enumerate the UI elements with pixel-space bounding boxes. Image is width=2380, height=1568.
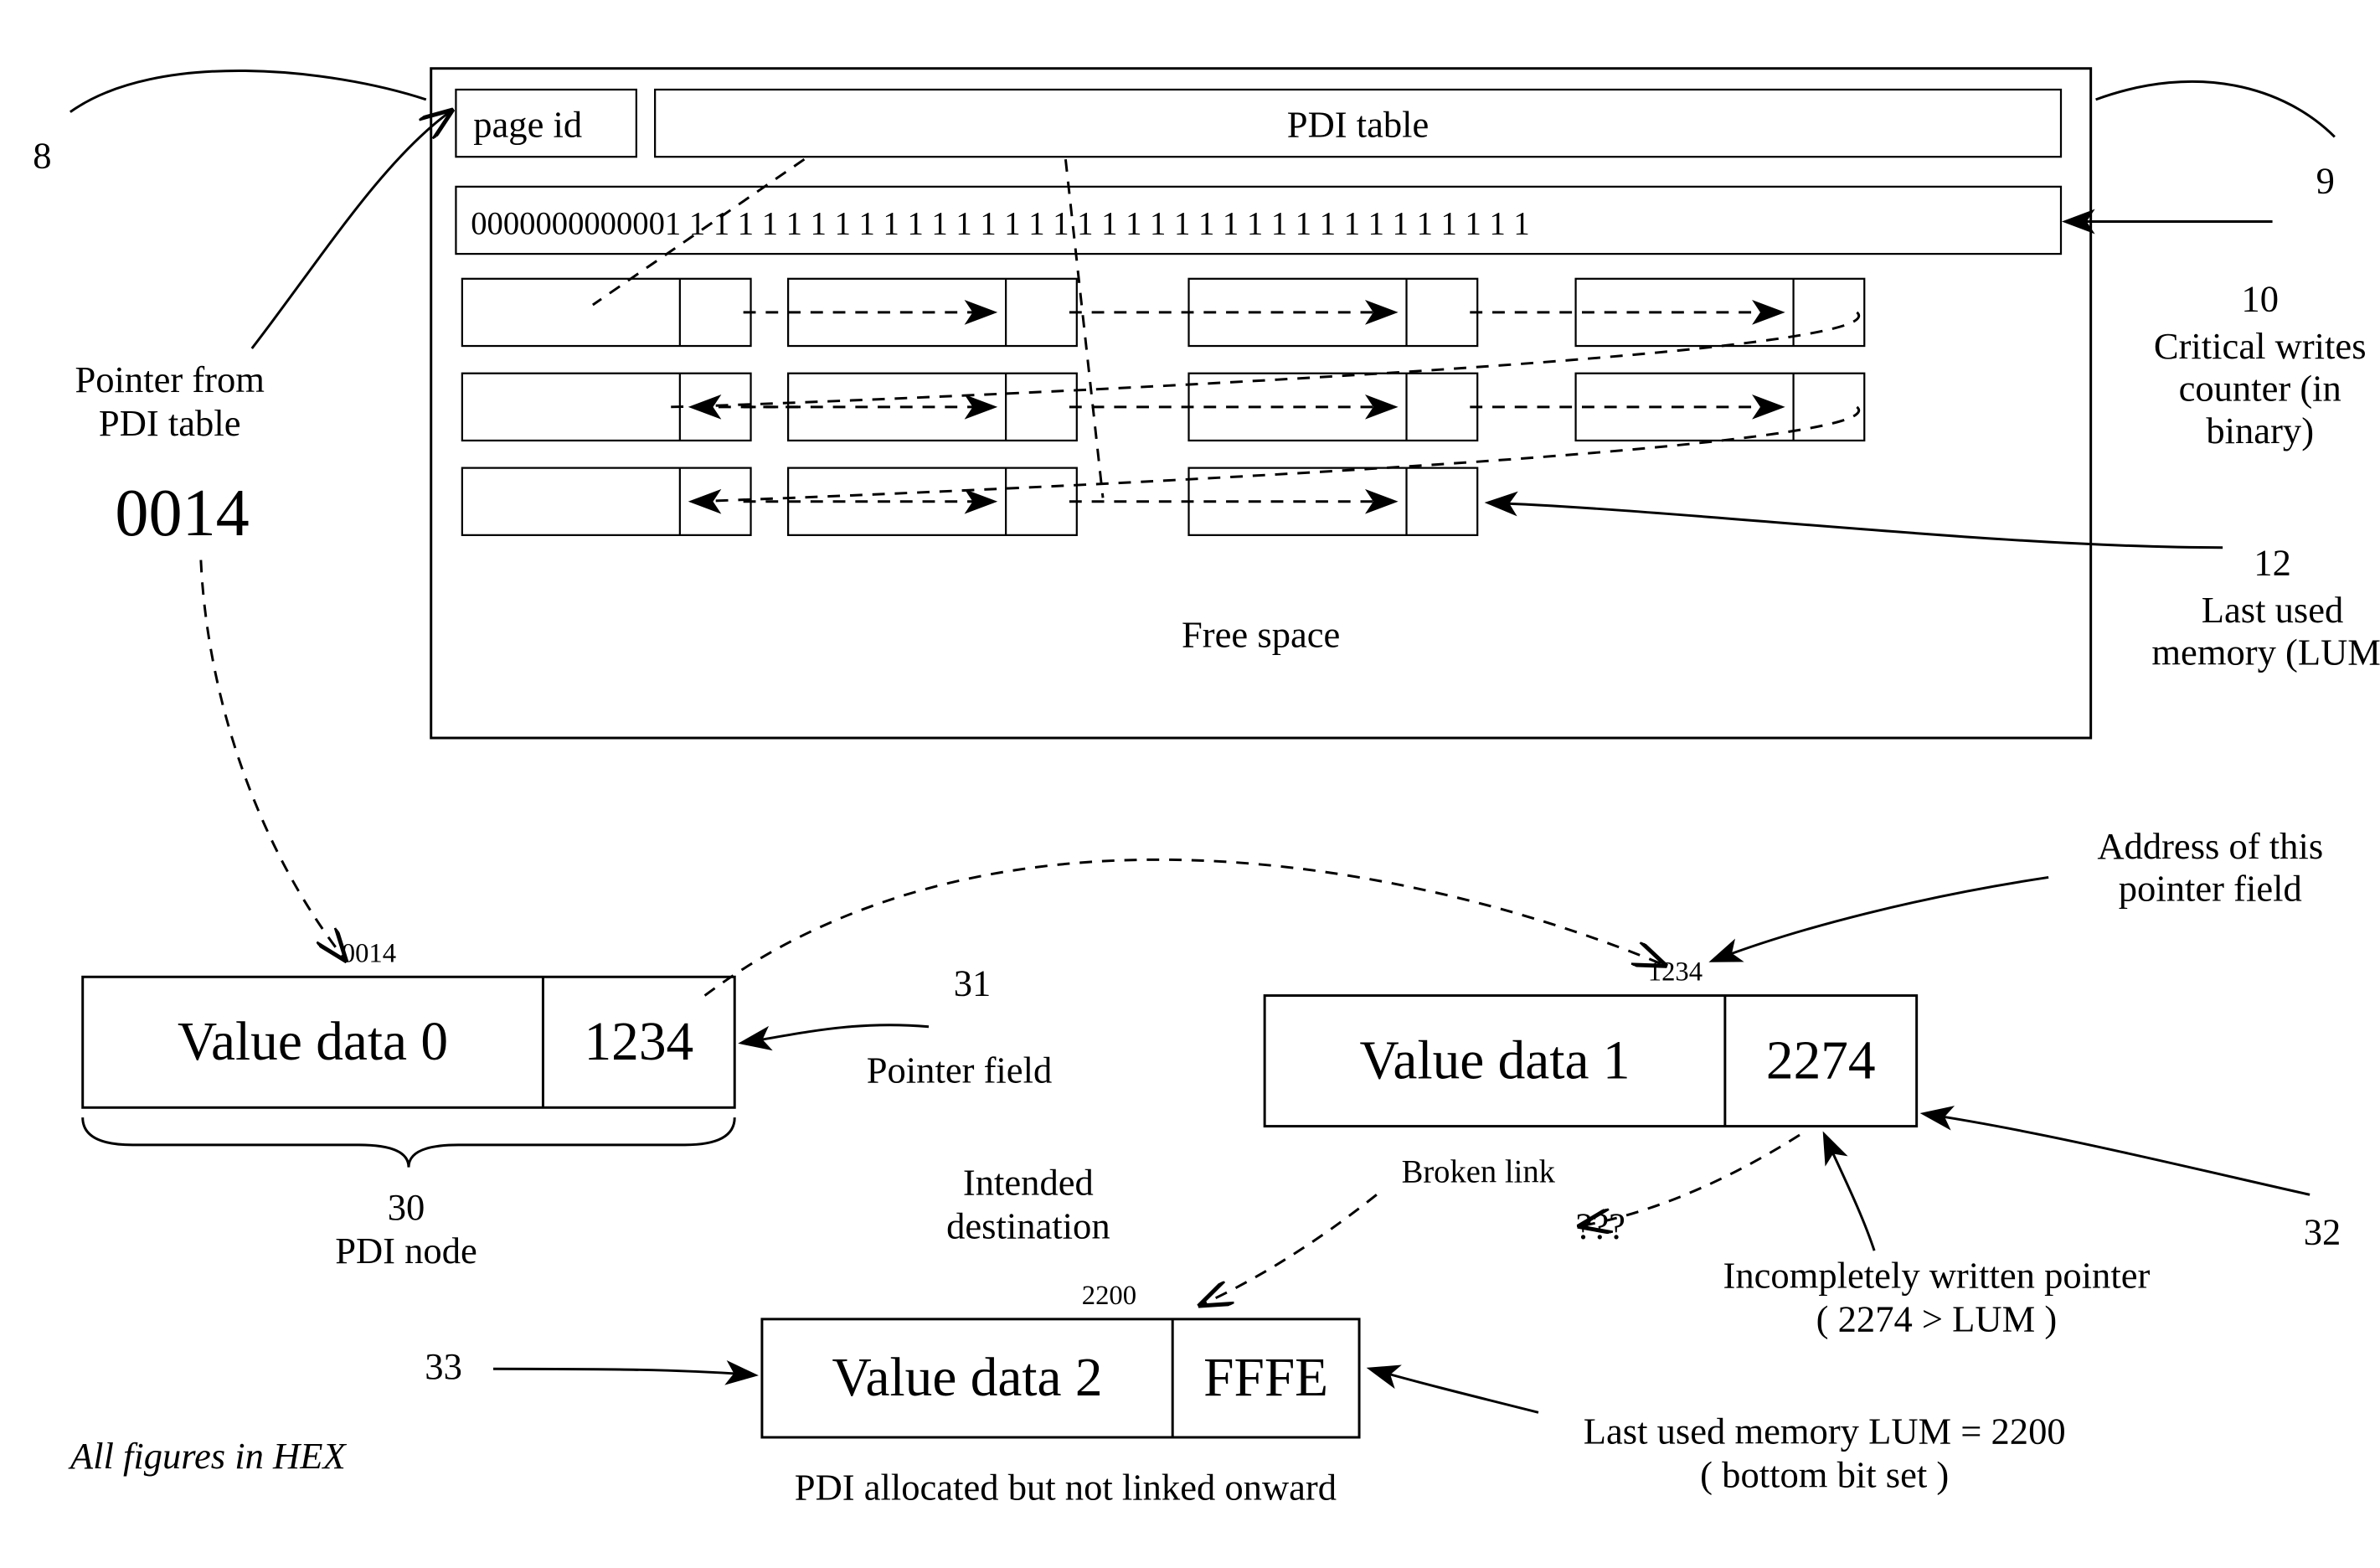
node-ptr-1: 2274 <box>1766 1030 1876 1091</box>
label: 12 <box>2254 541 2291 583</box>
pdi-table-label: PDI table <box>1287 103 1430 145</box>
label: PDI allocated but not linked onward <box>795 1466 1337 1508</box>
label: destination <box>946 1204 1110 1246</box>
label: Critical writes <box>2154 325 2367 367</box>
label: Incompletely written pointer <box>1723 1255 2151 1297</box>
hex-note: All figures in HEX <box>68 1435 348 1477</box>
label: 31 <box>954 962 992 1004</box>
label: pointer field <box>2119 868 2302 910</box>
label: Last used <box>2202 589 2344 631</box>
critical-writes-bits: 0000000000001 1 1 1 1 1 1 1 1 1 1 1 1 1 … <box>471 206 1529 241</box>
node-value-2: Value data 2 <box>832 1348 1103 1408</box>
label: PDI table <box>99 402 241 444</box>
node-addr-2: 2200 <box>1082 1281 1136 1311</box>
label: PDI node <box>335 1230 477 1271</box>
label: 10 <box>2241 277 2279 319</box>
label: 30 <box>388 1186 425 1228</box>
label: Pointer from <box>75 358 264 400</box>
page-id-label: page id <box>473 103 582 145</box>
label: counter (in <box>2179 367 2341 409</box>
callout-9: 9 <box>2316 159 2335 201</box>
label: 32 <box>2304 1211 2341 1253</box>
callout-8: 8 <box>33 135 51 177</box>
label: Address of this <box>2097 825 2323 867</box>
label: Last used memory LUM = 2200 <box>1584 1410 2066 1452</box>
node-value-1: Value data 1 <box>1359 1030 1630 1091</box>
node-ptr-2: FFFE <box>1203 1348 1328 1408</box>
label: 33 <box>425 1345 462 1387</box>
record-cell <box>462 468 751 535</box>
node-value-0: Value data 0 <box>178 1012 448 1072</box>
node-addr-0: 0014 <box>342 938 396 968</box>
label: Broken link <box>1402 1154 1556 1189</box>
label: Pointer field <box>867 1050 1053 1091</box>
pdi-pointer-value: 0014 <box>115 477 249 550</box>
label: Intended <box>963 1161 1094 1203</box>
label: memory (LUM) <box>2151 631 2380 673</box>
record-cell <box>462 279 751 346</box>
node-ptr-0: 1234 <box>584 1012 693 1072</box>
free-space-label: Free space <box>1182 614 1340 656</box>
label: ( bottom bit set ) <box>1700 1453 1949 1495</box>
label: ( 2274 > LUM ) <box>1816 1298 2058 1340</box>
label: binary) <box>2206 410 2314 451</box>
